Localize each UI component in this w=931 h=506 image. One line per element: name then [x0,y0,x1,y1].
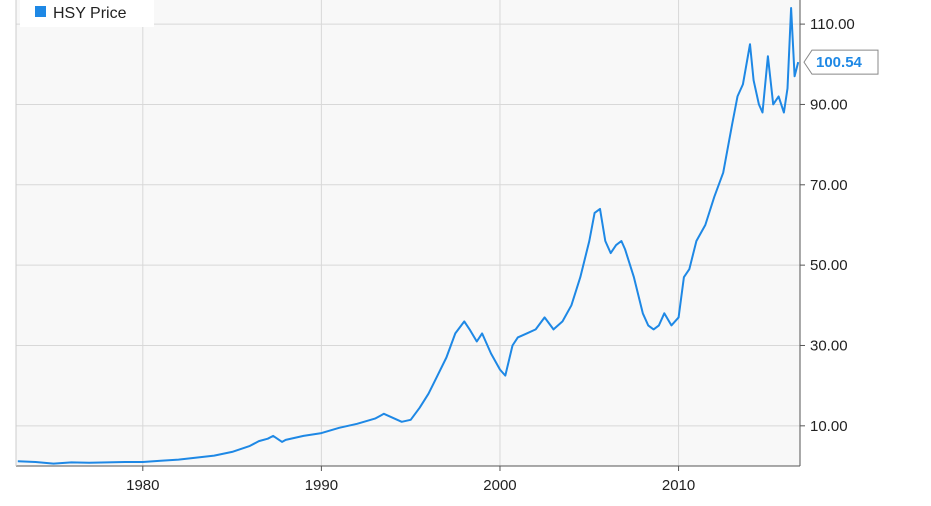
x-tick-label-1980: 1980 [126,477,159,494]
plot-area [16,0,800,466]
x-tick-label-2000: 2000 [483,477,516,494]
y-tick-label-110: 110.00 [810,16,855,33]
axes [15,0,801,467]
y-tick-label-30: 30.00 [810,337,848,354]
legend-swatch [35,6,46,17]
last-value-box [803,49,879,75]
legend-label: HSY Price [53,5,127,22]
grid-lines [16,0,800,466]
x-tick-label-2010: 2010 [662,477,695,494]
legend: HSY Price [20,0,154,27]
y-tick-label-90: 90.00 [810,96,848,113]
last-value-callout: 100.54 [803,49,879,75]
y-axis-ticks: 10.00 30.00 50.00 70.00 90.00 110.00 [800,16,855,435]
y-tick-label-50: 50.00 [810,257,848,274]
x-tick-label-1990: 1990 [305,477,338,494]
series-line-hsy-price [17,7,800,465]
y-tick-label-70: 70.00 [810,177,848,194]
last-value-label: 100.54 [816,54,863,71]
x-axis-ticks: 1980 1990 2000 2010 [126,466,695,494]
y-tick-label-10: 10.00 [810,418,848,435]
